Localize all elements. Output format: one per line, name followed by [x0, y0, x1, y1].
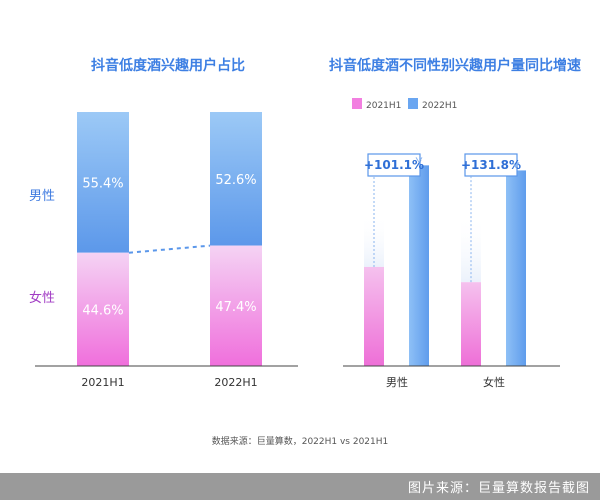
- right-x-tick-male: 男性: [386, 375, 408, 389]
- bar-2022H1-1: [506, 170, 526, 366]
- growth-connector-0: [373, 161, 420, 267]
- left-stacked-bars: 55.4% 44.6% 52.6% 47.4%: [77, 112, 262, 366]
- left-x-tick-2021h1: 2021H1: [81, 376, 124, 389]
- growth-annotation-1: +131.8%: [461, 158, 521, 172]
- bar-2022H1-0: [409, 165, 429, 366]
- growth-arrowhead-0: [415, 157, 423, 164]
- legend-female-label: 女性: [29, 290, 55, 306]
- split-connector-line: [128, 244, 211, 254]
- watermark-text: 图片来源：巨量算数报告截图: [407, 481, 590, 496]
- growth-arrowhead-1: [512, 162, 520, 169]
- watermark-band: 图片来源：巨量算数报告截图: [0, 473, 600, 500]
- bar-female-2022H1: [210, 245, 262, 366]
- growth-annotation-0: +101.1%: [364, 158, 424, 172]
- label-male-2021H1: 55.4%: [82, 176, 123, 191]
- label-female-2021H1: 44.6%: [82, 303, 123, 318]
- legend-2021h1-label: 2021H1: [366, 101, 401, 111]
- left-x-tick-2022h1: 2022H1: [214, 376, 257, 389]
- bar-male-2022H1: [210, 112, 262, 246]
- bar-male-2021H1: [77, 112, 129, 253]
- legend-2022h1-swatch: [408, 98, 418, 109]
- ghost-column-1: [461, 213, 481, 283]
- right-x-tick-female: 女性: [483, 375, 505, 389]
- bar-2021H1-0: [364, 266, 384, 366]
- label-female-2022H1: 47.4%: [215, 300, 256, 315]
- right-bars: +101.1% +131.8%: [364, 153, 526, 366]
- legend-male-label: 男性: [29, 189, 55, 204]
- bar-2021H1-1: [461, 282, 481, 366]
- legend-2021h1-swatch: [352, 98, 362, 109]
- legend-2022h1-label: 2022H1: [422, 101, 457, 111]
- ghost-column-0: [364, 213, 384, 267]
- bar-female-2021H1: [77, 252, 129, 366]
- label-male-2022H1: 52.6%: [215, 173, 256, 188]
- right-chart-title: 抖音低度酒不同性别兴趣用户量同比增速: [329, 57, 581, 74]
- growth-connector-1: [470, 164, 517, 283]
- source-note: 数据来源：巨量算数，2022H1 vs 2021H1: [211, 437, 389, 447]
- left-chart-title: 抖音低度酒兴趣用户占比: [91, 57, 245, 74]
